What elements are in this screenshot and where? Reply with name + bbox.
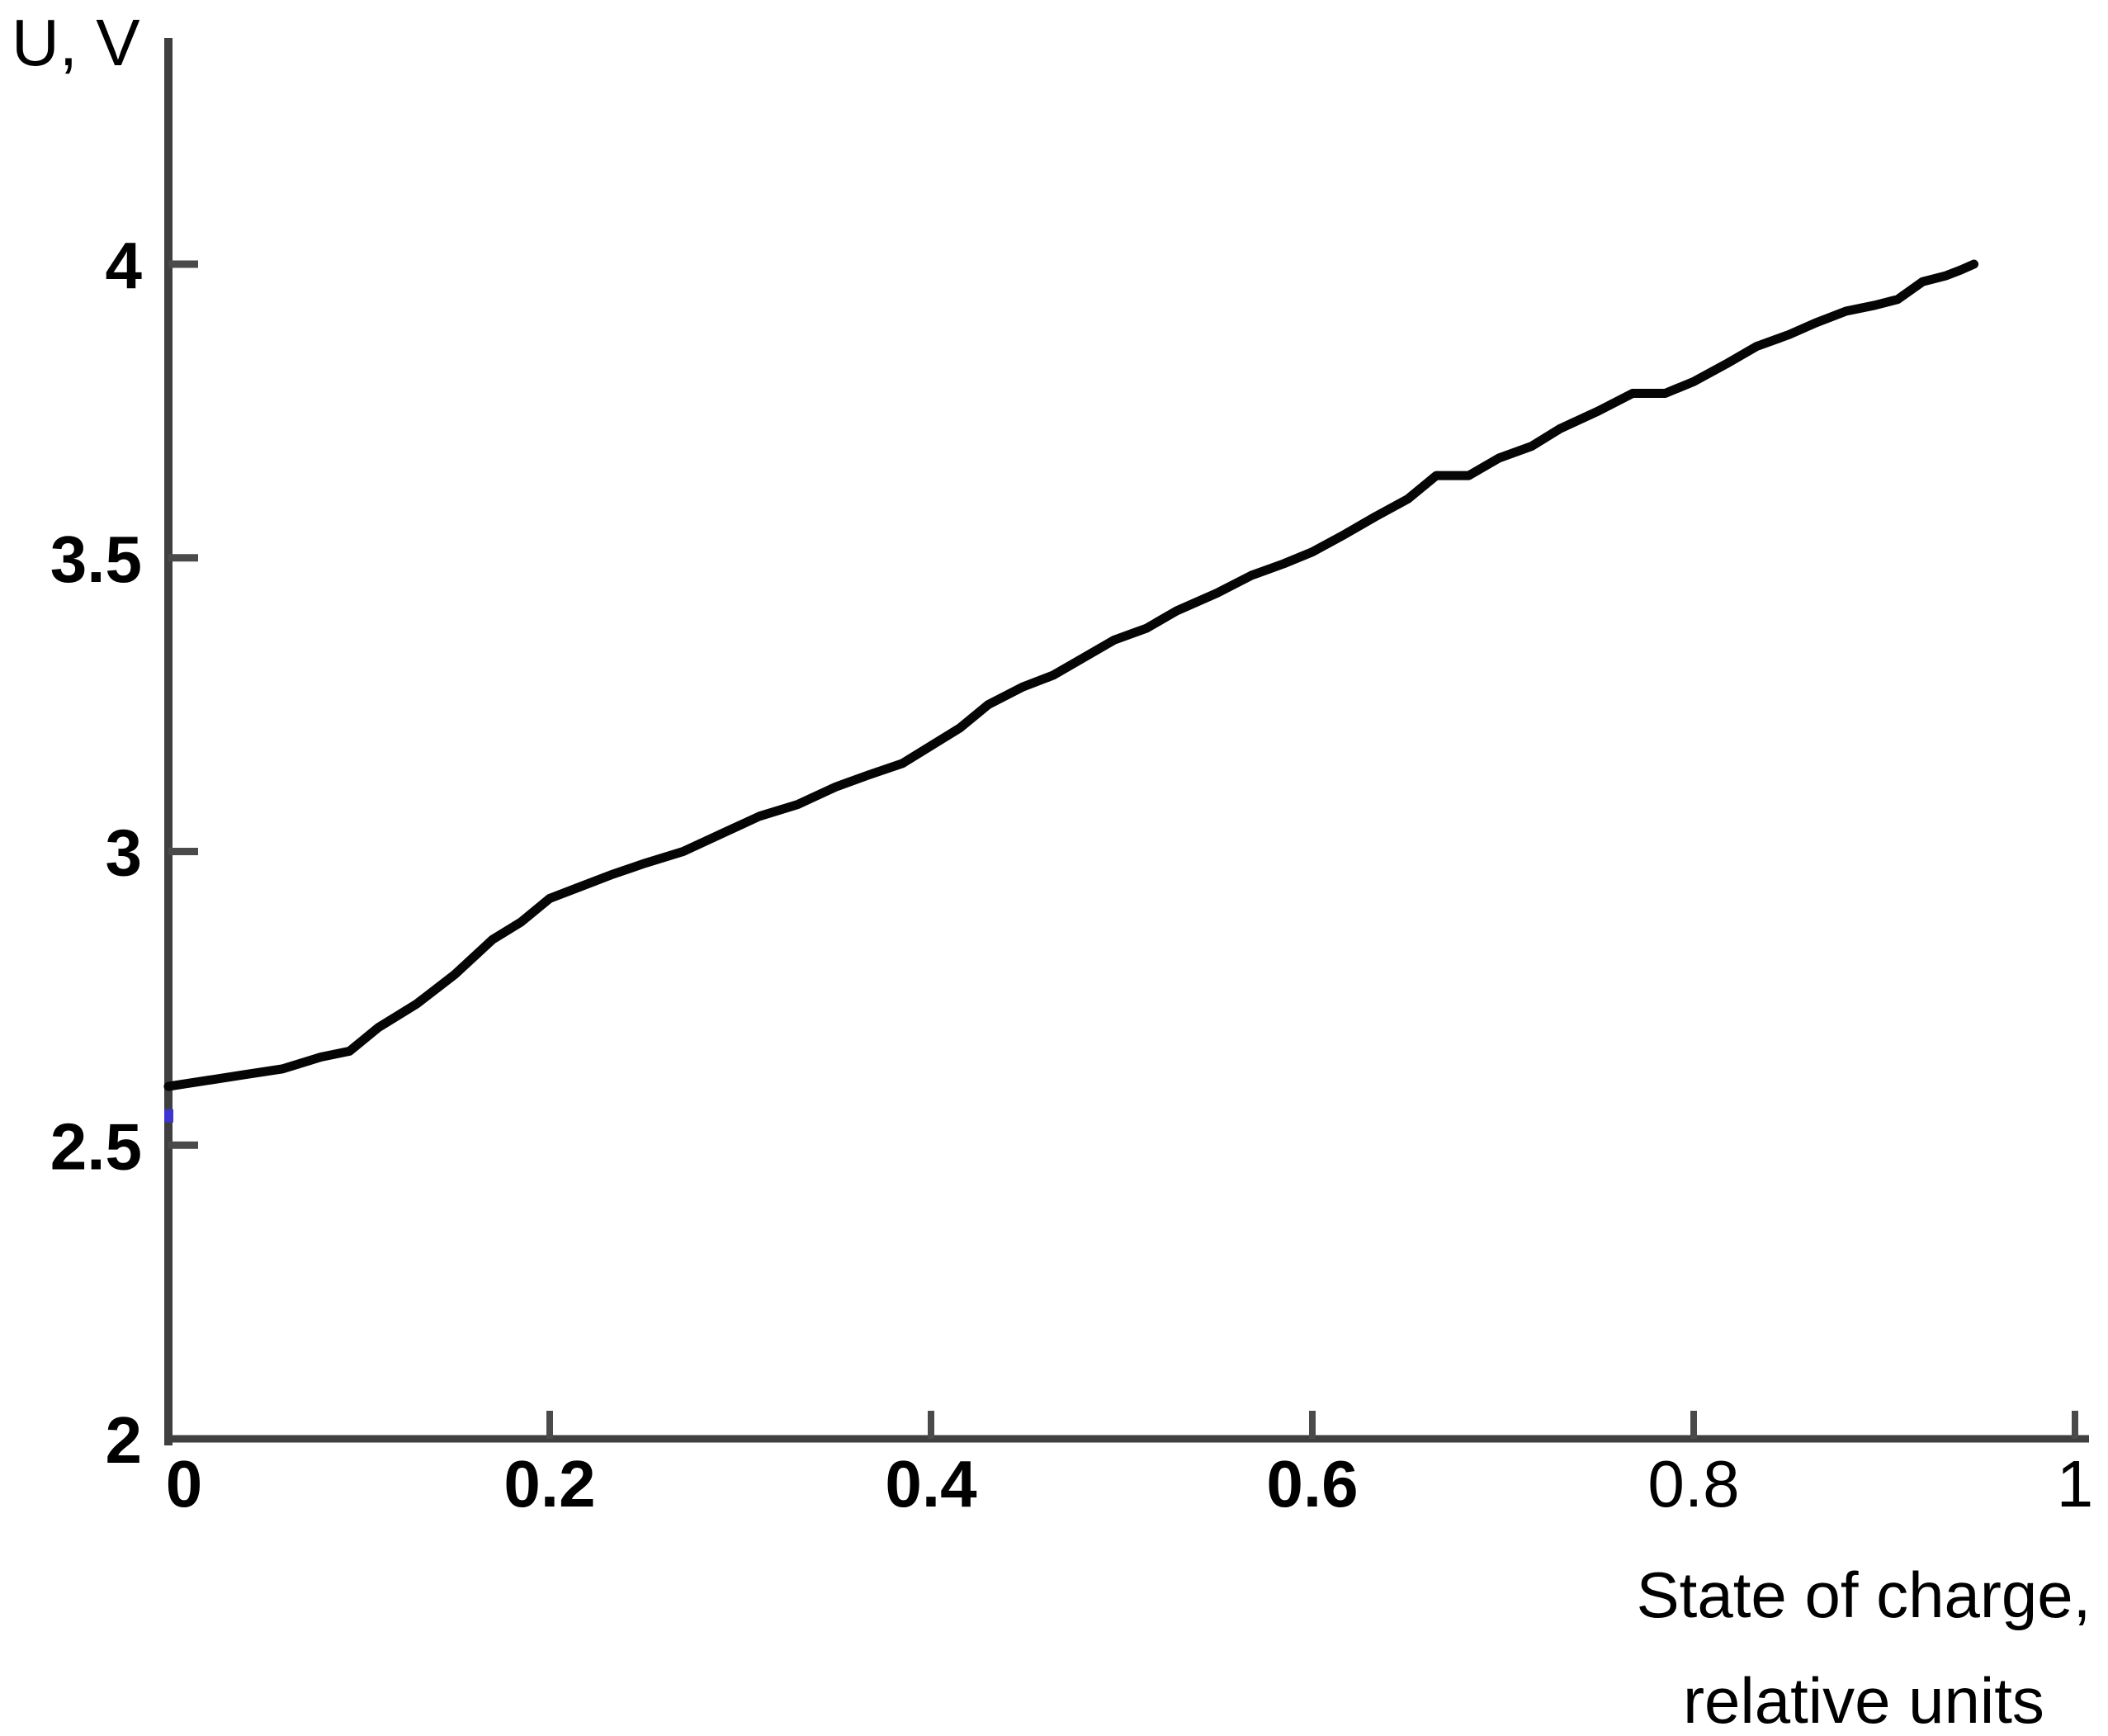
- y-tick-label: 3.5: [50, 523, 142, 596]
- y-axis-title: U, V: [12, 6, 140, 79]
- x-tick-label: 0.6: [1266, 1447, 1358, 1521]
- y-tick-label: 4: [106, 229, 143, 302]
- x-tick-label: 0.8: [1647, 1447, 1739, 1521]
- x-tick-label: 0.4: [885, 1447, 977, 1521]
- y-tick-label: 3: [106, 816, 143, 890]
- y-tick-label: 2.5: [50, 1109, 142, 1183]
- x-axis-title: State of charge, relative units: [1572, 1542, 2108, 1736]
- x-tick-label: 0: [166, 1447, 203, 1521]
- x-axis-title-line2: relative units: [1683, 1664, 2044, 1736]
- stray-marker: [164, 1109, 173, 1123]
- x-tick-label: 1: [2057, 1447, 2094, 1521]
- charge-curve: [163, 259, 1979, 1091]
- x-axis-title-line1: State of charge,: [1636, 1559, 2091, 1631]
- x-tick-label: 0.2: [503, 1447, 595, 1521]
- y-tick-label: 2: [106, 1403, 143, 1477]
